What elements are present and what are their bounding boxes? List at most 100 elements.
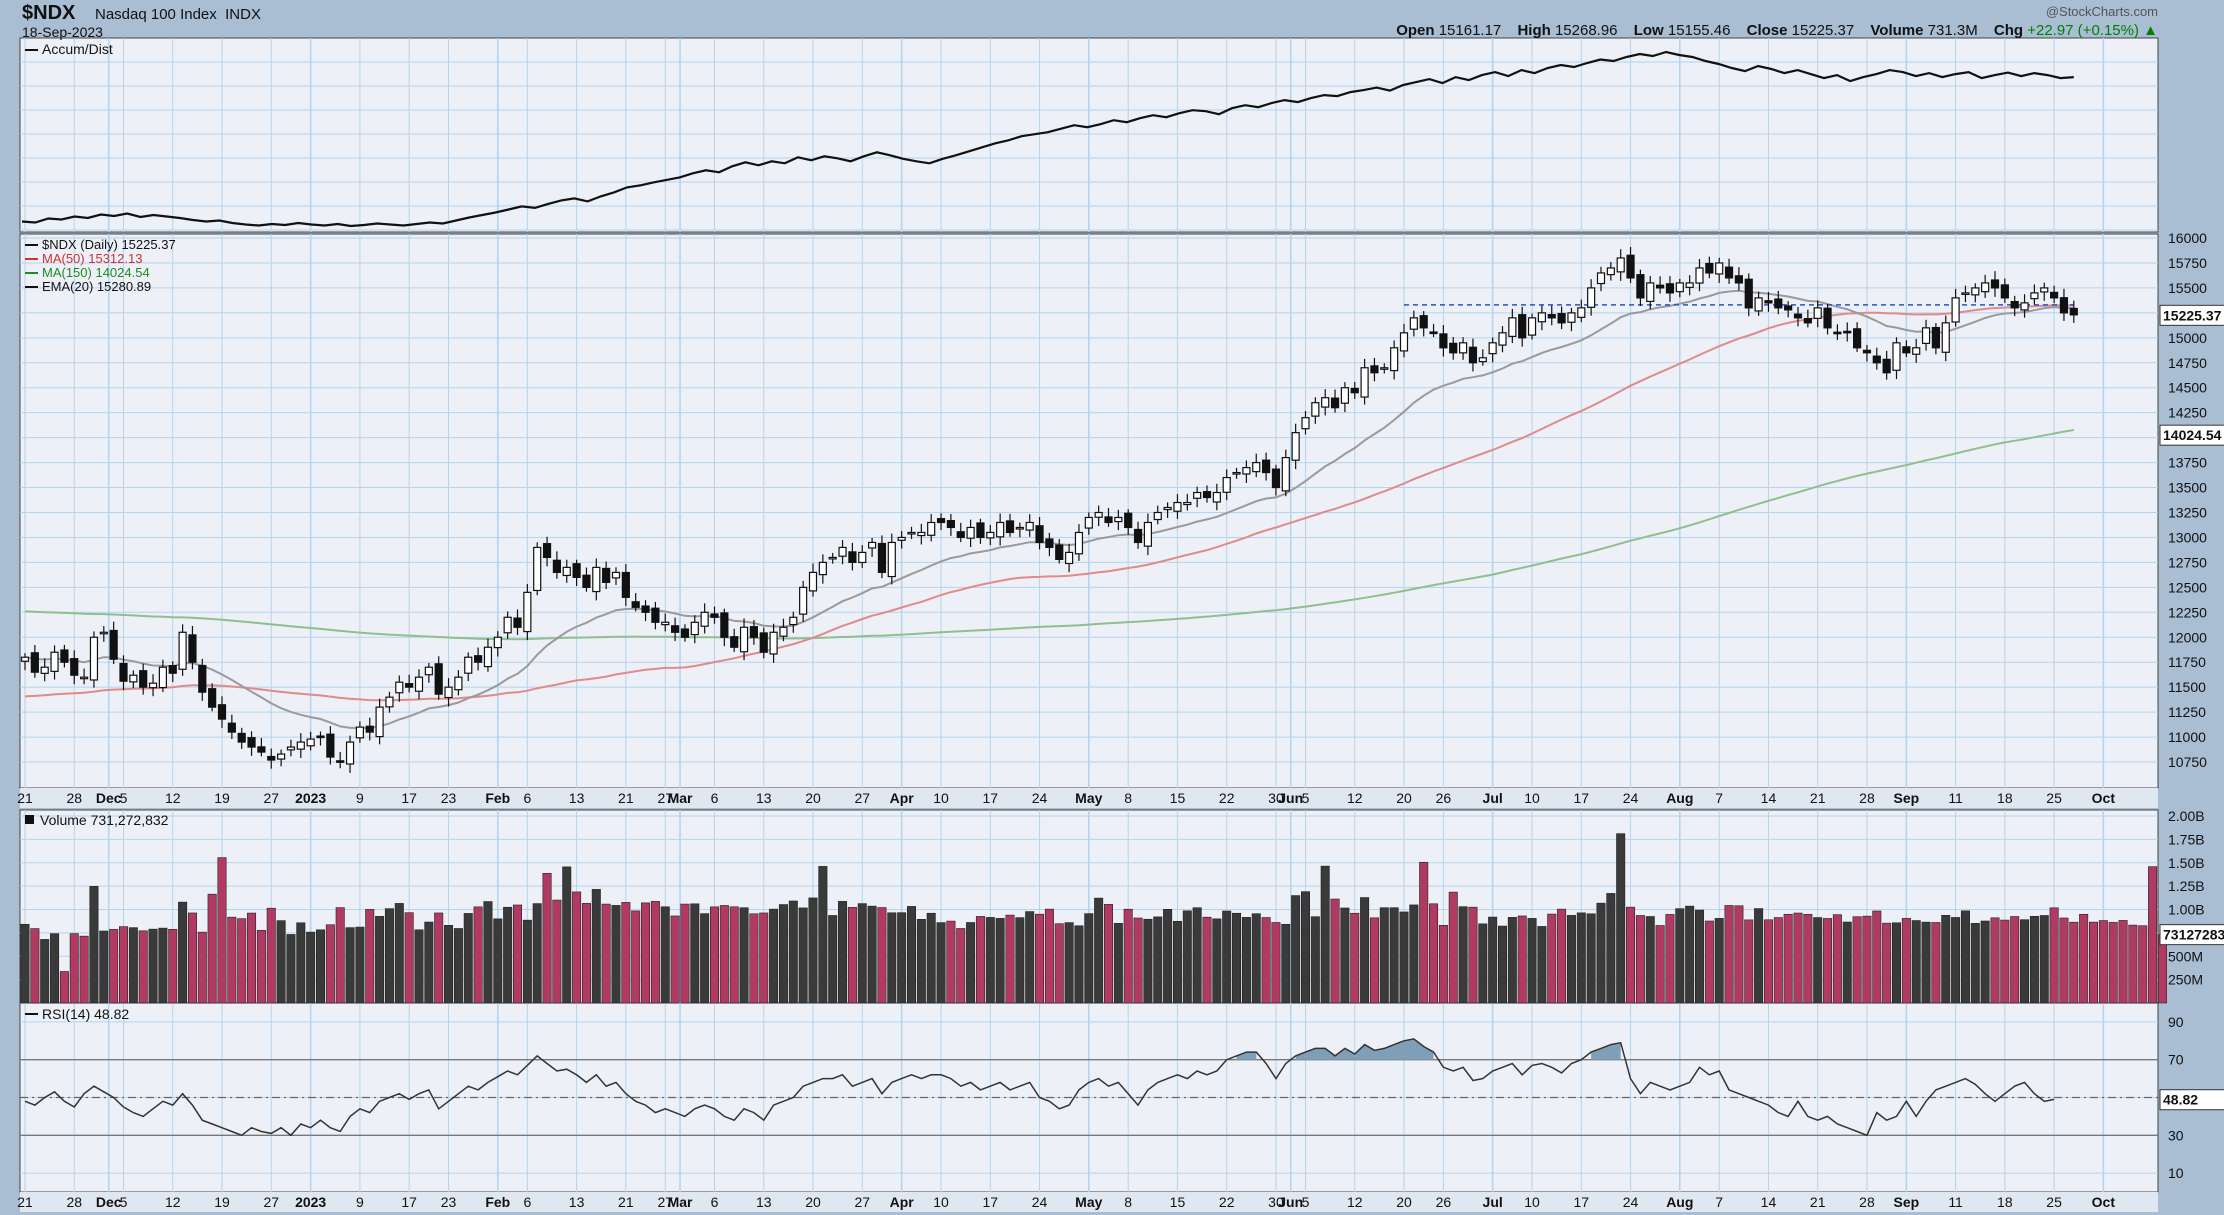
price-tick-label: 12750 bbox=[2168, 554, 2207, 570]
volume-bar bbox=[562, 866, 572, 1004]
volume-bar bbox=[1123, 908, 1133, 1004]
price-tick-label: 14500 bbox=[2168, 380, 2207, 396]
x-axis-label-bottom: 27 bbox=[854, 1194, 870, 1210]
candle-body bbox=[1705, 262, 1714, 274]
volume-bar bbox=[778, 904, 788, 1004]
volume-bar bbox=[404, 912, 414, 1004]
candle-body bbox=[1360, 367, 1369, 398]
price-tick-label: 13500 bbox=[2168, 480, 2207, 496]
volume-bar bbox=[483, 901, 493, 1004]
volume-bar bbox=[384, 908, 394, 1004]
candle-body bbox=[1587, 287, 1596, 308]
volume-bar bbox=[296, 922, 306, 1004]
candle-body bbox=[1055, 544, 1064, 561]
x-axis-label: Sep bbox=[1894, 790, 1920, 806]
candle-body bbox=[1321, 397, 1330, 408]
rsi-overbought-area bbox=[1591, 1042, 1621, 1060]
candle-body bbox=[779, 626, 788, 637]
candle-body bbox=[749, 626, 759, 638]
candle-body bbox=[789, 616, 798, 626]
volume-bar bbox=[975, 916, 985, 1004]
volume-bar bbox=[335, 907, 345, 1004]
candle-body bbox=[326, 733, 335, 758]
candle-body bbox=[897, 536, 906, 541]
volume-bar bbox=[1557, 908, 1567, 1004]
volume-bar bbox=[1724, 905, 1734, 1004]
candle-body bbox=[1242, 466, 1251, 475]
price-tick-label: 13750 bbox=[2168, 455, 2207, 471]
x-axis-label: 20 bbox=[805, 790, 821, 806]
volume-bar bbox=[946, 920, 956, 1004]
volume-bar bbox=[2000, 919, 2010, 1004]
candle-body bbox=[690, 621, 699, 636]
candle-body bbox=[1183, 501, 1192, 506]
close-value: 15225.37 bbox=[1791, 22, 1855, 39]
volume-bar bbox=[1763, 919, 1773, 1004]
volume-bar bbox=[1064, 922, 1074, 1004]
candle-body bbox=[1557, 312, 1566, 324]
axis-strip-ax2 bbox=[20, 1192, 2158, 1212]
candle-body bbox=[1537, 312, 1547, 323]
rsi-last-tag: 48.82 bbox=[2163, 1092, 2198, 1108]
volume-bar bbox=[581, 903, 591, 1004]
candle-body bbox=[1222, 476, 1231, 493]
candle-body bbox=[946, 520, 956, 529]
candle-body bbox=[139, 670, 148, 688]
candle-body bbox=[434, 663, 443, 695]
rsi-tick-label: 10 bbox=[2168, 1165, 2184, 1181]
volume-bar bbox=[1478, 923, 1488, 1004]
candle-body bbox=[1439, 333, 1448, 349]
candle-body bbox=[1212, 491, 1221, 503]
chg-value: +22.97 (+0.15%) bbox=[2027, 22, 2139, 39]
x-axis-label: 6 bbox=[523, 790, 531, 806]
x-axis-label-bottom: 7 bbox=[1715, 1194, 1723, 1210]
volume-bar bbox=[286, 934, 296, 1004]
x-axis-label: Dec bbox=[96, 790, 122, 806]
x-axis-label: Jul bbox=[1483, 790, 1503, 806]
volume-bar bbox=[1714, 918, 1724, 1004]
candle-body bbox=[700, 611, 709, 627]
candle-body bbox=[680, 628, 690, 638]
candle-body bbox=[50, 651, 59, 672]
volume-bar bbox=[798, 907, 808, 1004]
volume-bar bbox=[1941, 914, 1951, 1004]
volume-tick-label: 250M bbox=[2168, 972, 2203, 988]
price-legend-item: $NDX (Daily) 15225.37 bbox=[42, 237, 176, 252]
x-axis-label: 14 bbox=[1761, 790, 1777, 806]
x-axis-label: 24 bbox=[1032, 790, 1048, 806]
x-axis-label: 28 bbox=[1859, 790, 1875, 806]
candle-body bbox=[739, 626, 749, 653]
volume-bar bbox=[59, 971, 69, 1004]
x-axis-label: 10 bbox=[933, 790, 949, 806]
x-axis-label-bottom: 13 bbox=[756, 1194, 772, 1210]
volume-bar bbox=[2128, 924, 2138, 1004]
candle-body bbox=[976, 522, 985, 539]
candle-body bbox=[1813, 307, 1822, 319]
volume-bar bbox=[660, 906, 670, 1004]
volume-bar bbox=[168, 929, 178, 1004]
candle-body bbox=[1764, 300, 1773, 304]
candle-body bbox=[464, 656, 473, 674]
volume-bar bbox=[187, 912, 197, 1004]
candle-body bbox=[582, 574, 591, 588]
candle-body bbox=[1340, 387, 1350, 404]
volume-bar bbox=[966, 922, 976, 1004]
volume-value: 731.3M bbox=[1927, 22, 1978, 39]
volume-bar bbox=[473, 906, 483, 1004]
candle-body bbox=[1084, 516, 1093, 529]
candle-body bbox=[1074, 531, 1084, 555]
x-axis-label-bottom: Apr bbox=[890, 1194, 915, 1210]
volume-bar bbox=[1261, 917, 1271, 1004]
x-axis-label-bottom: 13 bbox=[569, 1194, 585, 1210]
volume-bar bbox=[1330, 898, 1340, 1004]
chg-up-arrow-icon: ▲ bbox=[2143, 22, 2158, 39]
volume-bar bbox=[1576, 912, 1586, 1004]
volume-bar bbox=[1951, 917, 1961, 1004]
candle-body bbox=[1784, 305, 1793, 311]
volume-bar bbox=[1202, 916, 1212, 1004]
x-axis-label-bottom: 28 bbox=[1859, 1194, 1875, 1210]
price-last-tag-box bbox=[2159, 304, 2224, 326]
volume-bar bbox=[1113, 923, 1123, 1004]
index-name: Nasdaq 100 Index bbox=[95, 6, 217, 23]
candle-body bbox=[89, 636, 99, 681]
